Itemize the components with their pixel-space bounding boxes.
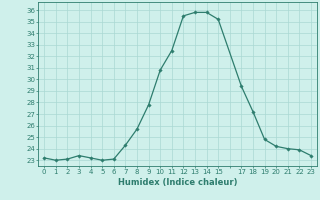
- X-axis label: Humidex (Indice chaleur): Humidex (Indice chaleur): [118, 178, 237, 187]
